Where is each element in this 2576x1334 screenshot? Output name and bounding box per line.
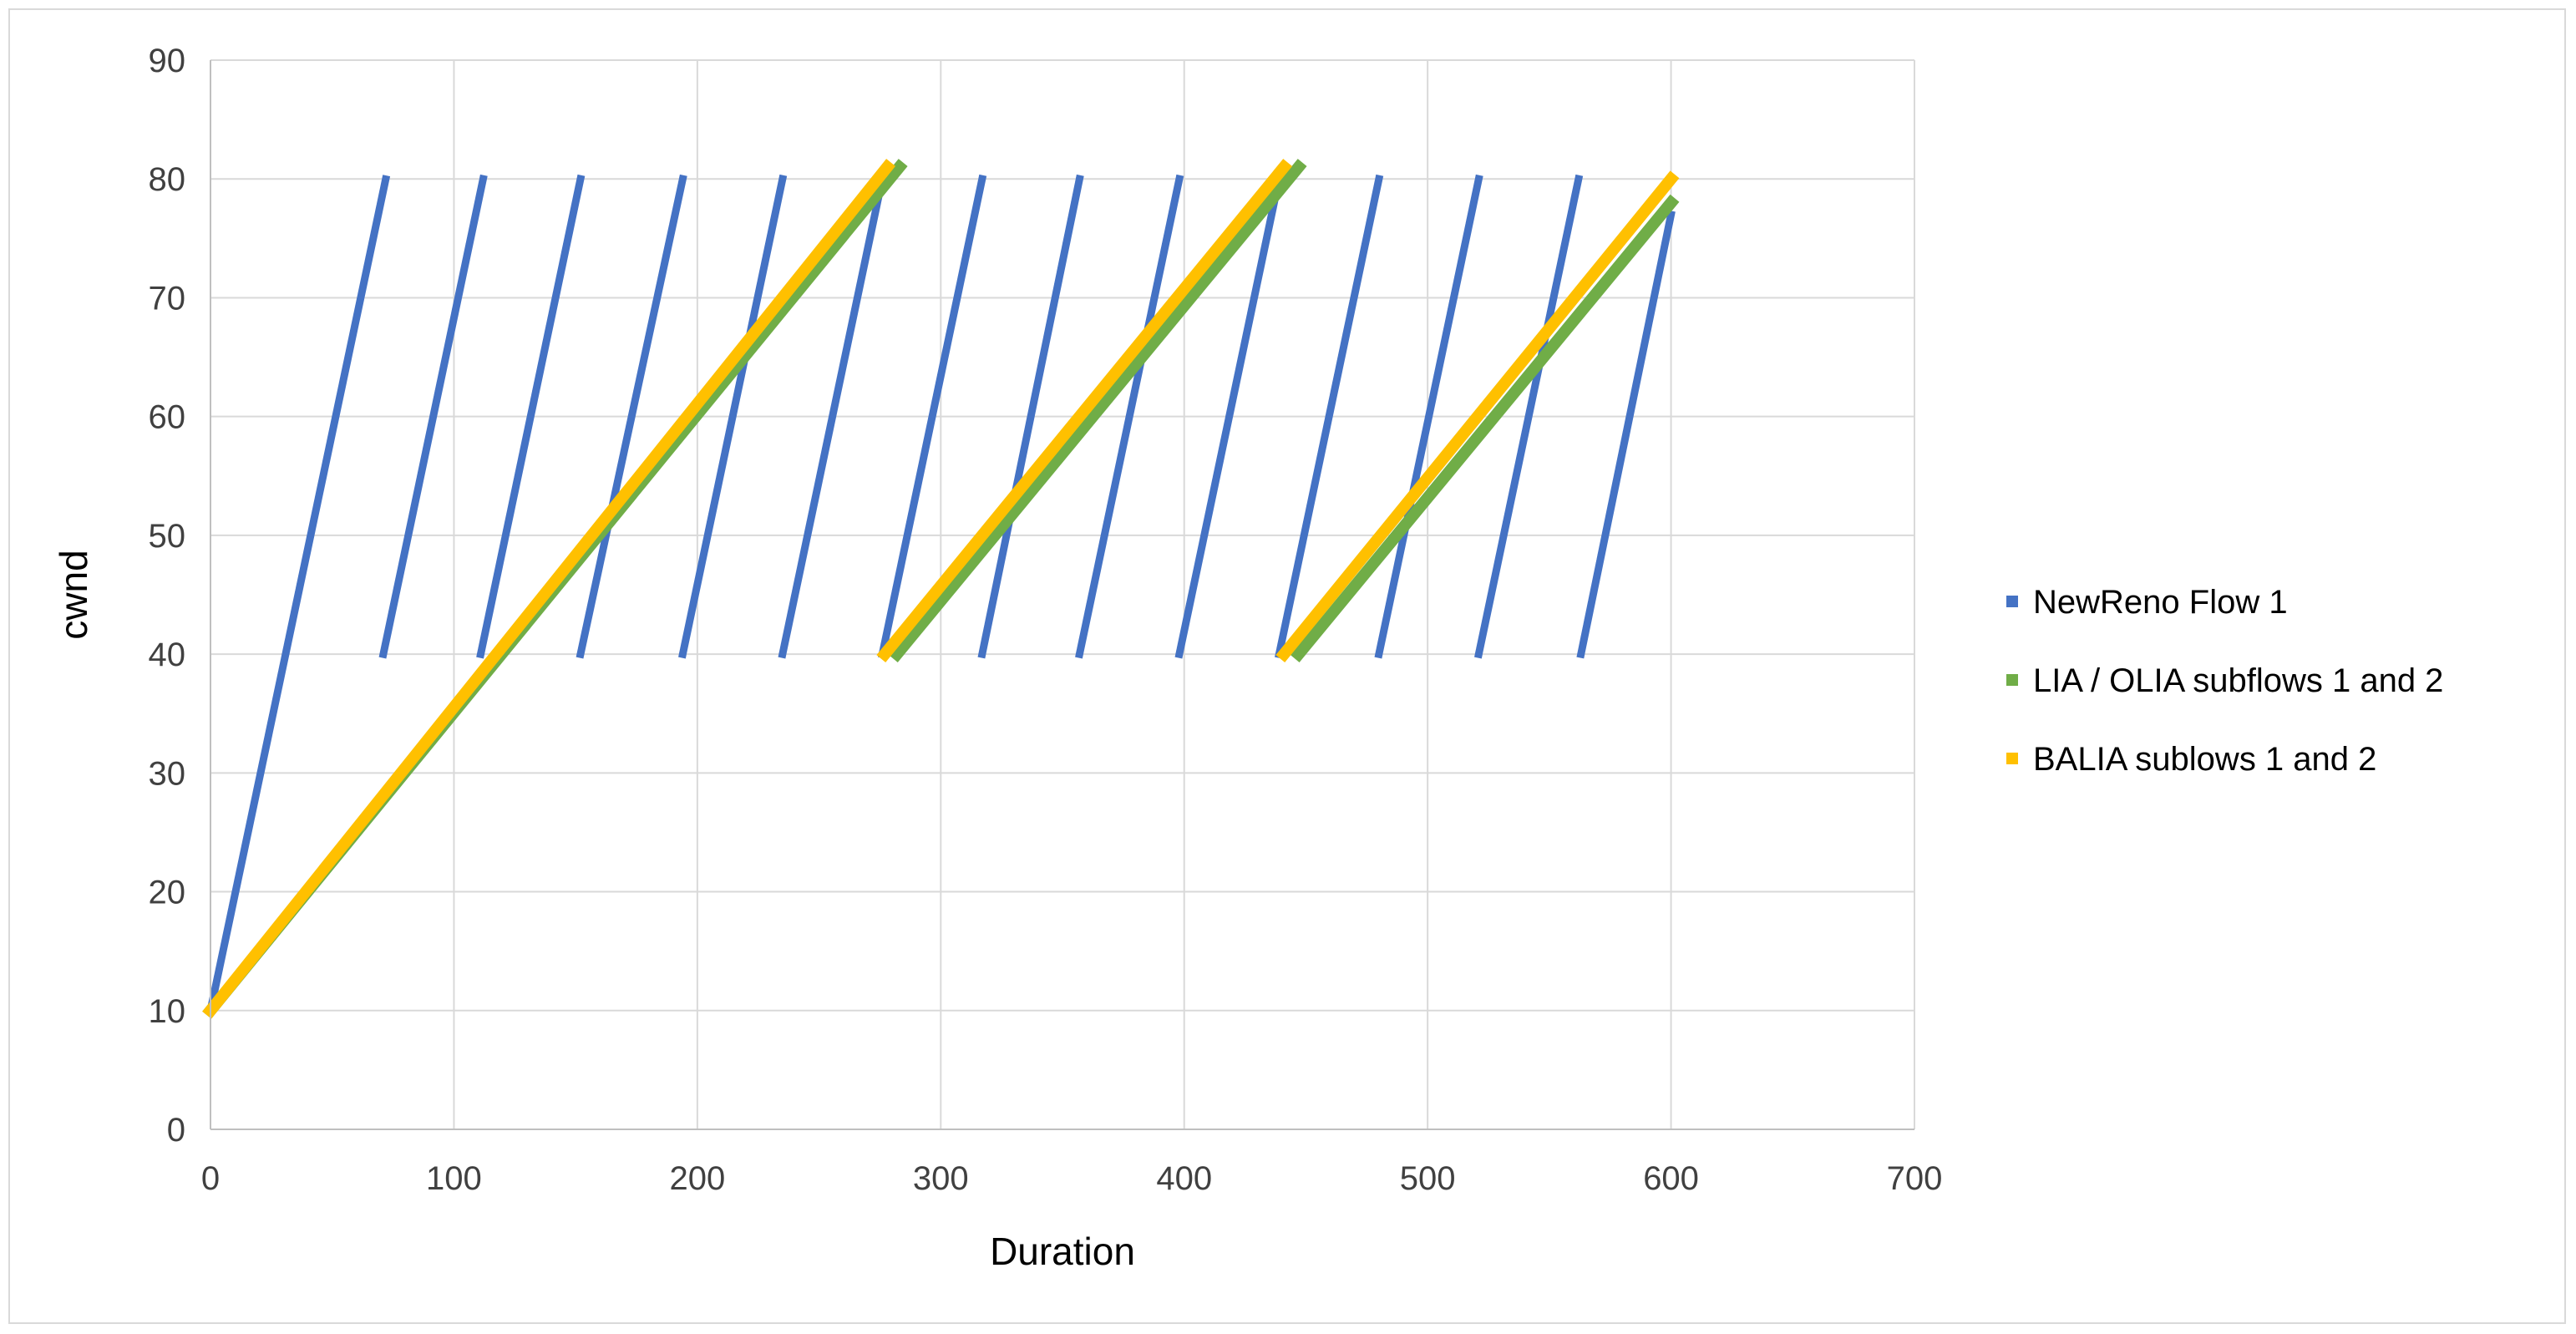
x-tick-labels: 0 100 200 300 400 500 600 700 [201, 1160, 1943, 1197]
series-segment [888, 159, 1307, 662]
series-segment [1075, 174, 1184, 659]
series-segment [876, 159, 1293, 662]
series-segment [1290, 194, 1680, 662]
x-axis-title: Duration [990, 1230, 1135, 1273]
series-segment [1174, 174, 1284, 659]
series-segment [977, 174, 1084, 659]
series-segment [576, 174, 687, 659]
x-tick-label: 500 [1400, 1160, 1456, 1197]
y-tick-label: 50 [149, 518, 186, 555]
series-newreno-flow-1 [205, 174, 1676, 1016]
y-tick-label: 60 [149, 399, 186, 436]
x-tick-label: 100 [426, 1160, 482, 1197]
plot-series [202, 159, 1680, 1019]
x-tick-label: 0 [201, 1160, 220, 1197]
y-tick-label: 10 [149, 993, 186, 1030]
series-segment [1275, 174, 1384, 659]
series-segment [202, 159, 896, 1019]
y-tick-label: 90 [149, 43, 186, 79]
axes [210, 60, 1914, 1130]
legend-label: LIA / OLIA subflows 1 and 2 [2033, 662, 2443, 699]
chart-frame: 0 10 20 30 40 50 60 70 80 90 0 100 200 300 400 500 600 7… [8, 8, 2566, 1324]
x-tick-label: 400 [1156, 1160, 1212, 1197]
x-tick-label: 300 [913, 1160, 969, 1197]
series-segment [778, 174, 887, 659]
y-tick-label: 0 [167, 1112, 185, 1149]
series-segment [678, 174, 788, 659]
legend-label: BALIA sublows 1 and 2 [2033, 741, 2376, 778]
x-tick-label: 200 [669, 1160, 725, 1197]
chart-svg: 0 10 20 30 40 50 60 70 80 90 0 100 200 300 400 500 600 7… [52, 43, 2443, 1273]
series-segment [878, 174, 987, 659]
y-tick-label: 20 [149, 875, 186, 911]
x-tick-label: 600 [1643, 1160, 1699, 1197]
y-tick-label: 30 [149, 755, 186, 792]
legend-swatch [2006, 753, 2018, 764]
series-segment [1275, 170, 1680, 662]
legend-label: NewReno Flow 1 [2033, 584, 2288, 621]
y-tick-label: 40 [149, 637, 186, 673]
series-balia-sublows-1-and-2 [202, 159, 1680, 1019]
series-segment [476, 174, 586, 659]
legend: NewReno Flow 1 LIA / OLIA subflows 1 and … [2006, 584, 2443, 778]
y-tick-label: 70 [149, 280, 186, 317]
y-axis-title: cwnd [52, 550, 95, 639]
legend-swatch [2006, 674, 2018, 686]
legend-swatch [2006, 596, 2018, 607]
series-segment [205, 174, 391, 1016]
x-tick-label: 700 [1887, 1160, 1943, 1197]
series-segment [378, 174, 488, 659]
y-tick-label: 80 [149, 161, 186, 198]
series-segment [1374, 174, 1483, 659]
y-tick-labels: 0 10 20 30 40 50 60 70 80 90 [149, 43, 186, 1149]
series-segment [1474, 174, 1584, 659]
series-segment [1576, 210, 1676, 659]
